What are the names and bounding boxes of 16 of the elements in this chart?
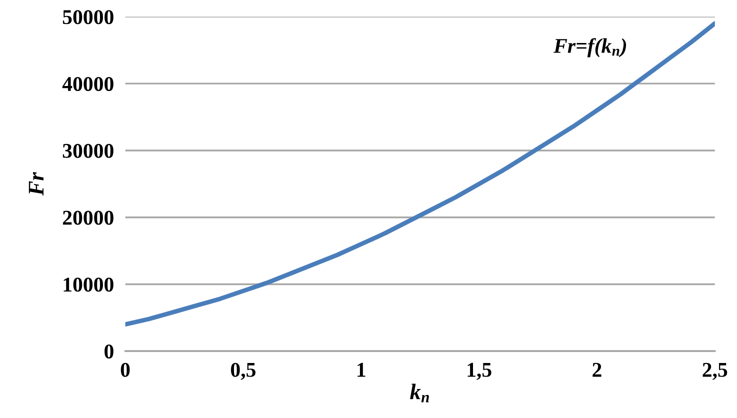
x-tick-label: 2,5 — [702, 362, 728, 380]
y-tick-label: 0 — [104, 344, 114, 359]
y-tick-label: 30000 — [62, 144, 114, 158]
line-series — [125, 21, 715, 327]
x-tick-label: 1 — [358, 362, 366, 377]
x-tick-label: 0 — [120, 362, 130, 377]
x-tick-label: 0,5 — [230, 362, 256, 380]
y-tick-label: 10000 — [64, 278, 114, 292]
y-tick-label: 20000 — [62, 210, 114, 225]
y-tick-label: 50000 — [62, 10, 114, 24]
x-tick-label: 2 — [592, 362, 602, 377]
y-axis-title: Fr — [28, 172, 44, 196]
x-axis-title: k$_{п}$ — [410, 384, 429, 402]
y-tick-label: 40000 — [62, 76, 114, 92]
series-label: Fr=f(k$_{п}$) — [553, 38, 626, 58]
x-tick-label: 1,5 — [468, 362, 492, 380]
